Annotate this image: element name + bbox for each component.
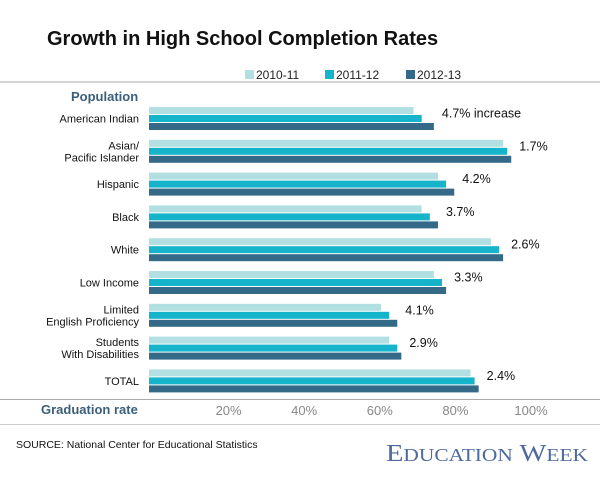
- legend: 2010-11 2011-12 2012-13: [245, 68, 461, 82]
- bar-2012-13: [149, 319, 398, 327]
- education-week-logo: E DUCATION W EEK: [386, 441, 588, 467]
- category-label: TOTAL: [105, 376, 139, 388]
- source-note: SOURCE: National Center for Educational …: [16, 439, 258, 451]
- category-label: Black: [112, 212, 139, 224]
- bar-2011-12: [149, 246, 500, 254]
- bar-2012-13: [149, 221, 438, 229]
- x-tick-label: 60%: [367, 403, 393, 418]
- category-label: Low Income: [80, 278, 139, 290]
- category-label: Asian/: [108, 140, 140, 152]
- change-label: 4.7% increase: [442, 107, 521, 121]
- bar-2010-11: [149, 336, 390, 344]
- x-axis-label: Graduation rate: [41, 402, 138, 417]
- bar-2011-12: [149, 115, 422, 122]
- category-label: American Indian: [60, 114, 140, 126]
- category-label: English Proficiency: [46, 316, 139, 328]
- bar-2010-11: [149, 238, 491, 246]
- bar-2011-12: [149, 344, 398, 352]
- bar-2011-12: [149, 377, 475, 385]
- bar-2010-11: [149, 107, 414, 114]
- bar-2010-11: [149, 205, 422, 213]
- change-label: 2.9%: [409, 336, 438, 350]
- bar-2011-12: [149, 213, 430, 221]
- bar-2011-12: [149, 279, 443, 286]
- category-label: Pacific Islander: [64, 152, 139, 164]
- change-label: 3.7%: [446, 205, 475, 219]
- category-label: White: [111, 245, 139, 257]
- bar-2010-11: [149, 369, 471, 377]
- bar-2012-13: [149, 188, 455, 196]
- change-label: 3.3%: [454, 271, 483, 285]
- bar-2010-11: [149, 271, 434, 278]
- bar-2012-13: [149, 385, 479, 393]
- bar-2010-11: [149, 139, 504, 147]
- chart-title: Growth in High School Completion Rates: [47, 28, 438, 50]
- category-group: Hispanic 4.2%: [97, 172, 491, 196]
- population-header: Population: [71, 89, 138, 104]
- category-group: American Indian 4.7% increase: [60, 107, 521, 130]
- category-group: Asian/Pacific Islander 1.7%: [64, 139, 547, 164]
- bar-2010-11: [149, 172, 438, 180]
- x-tick-label: 40%: [291, 403, 317, 418]
- legend-swatch-2011-12: [325, 70, 334, 79]
- change-label: 4.1%: [405, 303, 434, 317]
- bar-2012-13: [149, 287, 447, 294]
- category-label: Limited: [104, 304, 139, 316]
- change-label: 2.6%: [511, 238, 539, 252]
- bar-2011-12: [149, 147, 508, 155]
- bar-2012-13: [149, 352, 402, 360]
- bar-2012-13: [149, 123, 434, 130]
- category-label: Students: [96, 337, 140, 349]
- category-group: Low Income 3.3%: [80, 271, 483, 294]
- legend-label-2012-13: 2012-13: [417, 68, 461, 82]
- bar-2012-13: [149, 254, 504, 262]
- x-tick-label: 80%: [442, 403, 468, 418]
- x-tick-label: 100%: [514, 403, 548, 418]
- change-label: 4.2%: [462, 172, 491, 186]
- legend-swatch-2010-11: [245, 70, 254, 79]
- category-group: White 2.6%: [111, 238, 540, 262]
- category-label: With Disabilities: [61, 349, 139, 361]
- change-label: 2.4%: [487, 369, 516, 383]
- bar-2010-11: [149, 303, 381, 311]
- bar-2011-12: [149, 180, 447, 188]
- bars: American Indian 4.7% increase Asian/Pacifi…: [46, 107, 548, 393]
- x-tick-label: 20%: [216, 403, 242, 418]
- bar-2012-13: [149, 155, 512, 163]
- category-group: TOTAL 2.4%: [105, 369, 516, 393]
- legend-label-2010-11: 2010-11: [256, 68, 299, 82]
- bar-2011-12: [149, 311, 390, 319]
- category-label: Hispanic: [97, 179, 140, 191]
- x-axis-ticks: 20% 40% 60% 80% 100%: [216, 403, 548, 418]
- legend-label-2011-12: 2011-12: [336, 68, 379, 82]
- category-group: Black 3.7%: [112, 205, 474, 229]
- legend-swatch-2012-13: [406, 70, 415, 79]
- change-label: 1.7%: [519, 139, 548, 153]
